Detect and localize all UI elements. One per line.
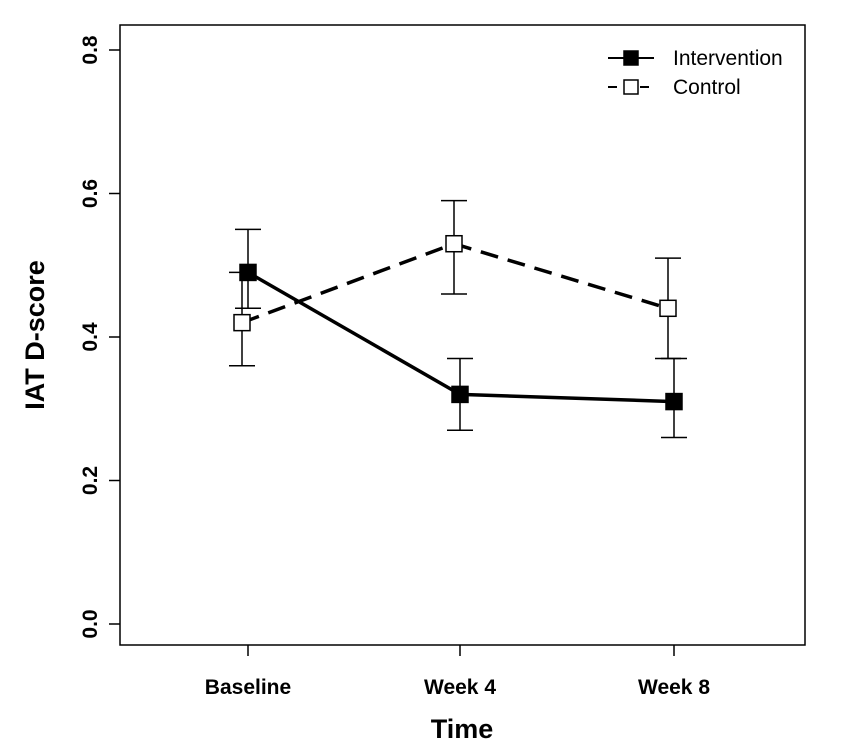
x-axis-title: Time bbox=[431, 714, 494, 744]
series-intervention bbox=[235, 228, 687, 439]
data-point-open bbox=[659, 299, 677, 318]
y-tick-label: 0.2 bbox=[79, 466, 102, 495]
legend-marker bbox=[623, 79, 639, 95]
data-point-open bbox=[233, 313, 251, 332]
series-line-segment bbox=[459, 392, 675, 404]
series-line-segment bbox=[247, 270, 461, 396]
x-tick-label: Baseline bbox=[205, 676, 291, 699]
y-axis-title: IAT D-score bbox=[20, 260, 50, 410]
series-line-segment bbox=[241, 242, 455, 325]
data-point-filled bbox=[665, 392, 683, 411]
y-tick-label: 0.6 bbox=[79, 179, 102, 208]
data-point-filled bbox=[451, 385, 469, 404]
y-tick-label: 0.8 bbox=[79, 35, 102, 65]
legend-marker bbox=[623, 50, 639, 66]
y-axis: 0.0 0.2 0.4 0.6 0.8 bbox=[79, 35, 120, 639]
legend-item: Intervention bbox=[608, 47, 783, 70]
y-tick-label: 0.4 bbox=[79, 322, 102, 352]
series-line-segment bbox=[453, 242, 669, 310]
x-tick-label: Week 4 bbox=[424, 676, 496, 699]
legend-label: Control bbox=[673, 76, 741, 99]
data-point-open bbox=[445, 234, 463, 253]
legend-label: Intervention bbox=[673, 47, 783, 70]
series-layer bbox=[229, 199, 687, 439]
y-tick-label: 0.0 bbox=[79, 609, 102, 638]
series-control bbox=[229, 199, 681, 367]
legend: Intervention Control bbox=[608, 47, 783, 99]
x-axis: Baseline Week 4 Week 8 bbox=[205, 645, 710, 699]
legend-item: Control bbox=[608, 76, 741, 99]
x-tick-label: Week 8 bbox=[638, 676, 710, 699]
plot-frame bbox=[119, 24, 806, 646]
